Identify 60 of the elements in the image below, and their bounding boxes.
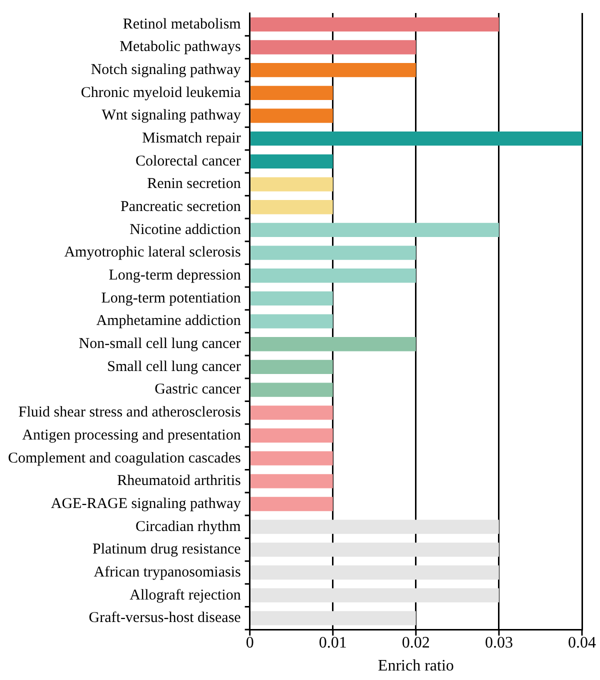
bar bbox=[250, 86, 333, 100]
y-tick-label: Rheumatoid arthritis bbox=[117, 473, 241, 490]
bar bbox=[250, 63, 416, 78]
y-tick-label: Notch signaling pathway bbox=[90, 62, 242, 78]
bar bbox=[250, 565, 499, 580]
bar bbox=[250, 40, 416, 54]
y-tick-label: Amyotrophic lateral sclerosis bbox=[64, 244, 241, 261]
y-tick-label: Renin secretion bbox=[147, 176, 242, 192]
bar bbox=[250, 291, 333, 306]
bar bbox=[250, 451, 333, 466]
bar bbox=[250, 132, 582, 146]
bar bbox=[250, 154, 333, 169]
y-tick-label: Pancreatic secretion bbox=[120, 199, 242, 216]
y-tick-label: Fluid shear stress and atherosclerosis bbox=[18, 404, 241, 421]
y-tick-label: Nicotine addiction bbox=[130, 222, 242, 238]
bar bbox=[250, 200, 333, 214]
y-tick-label: Non-small cell lung cancer bbox=[78, 336, 241, 352]
bar bbox=[250, 246, 416, 260]
x-tick-label: 0.02 bbox=[402, 634, 430, 652]
bar bbox=[250, 17, 499, 32]
bar bbox=[250, 428, 333, 443]
y-tick-label: Small cell lung cancer bbox=[107, 358, 241, 375]
y-tick-label: Amphetamine addiction bbox=[96, 313, 242, 330]
bar bbox=[250, 337, 416, 352]
y-tick-label: Retinol metabolism bbox=[122, 16, 242, 32]
y-tick-label: Long-term potentiation bbox=[101, 290, 242, 306]
bar bbox=[250, 496, 333, 512]
y-tick-label: Wnt signaling pathway bbox=[102, 108, 242, 124]
bar bbox=[250, 360, 333, 374]
bar bbox=[250, 108, 333, 123]
bar bbox=[250, 382, 333, 397]
y-tick-label: Metabolic pathways bbox=[120, 39, 241, 56]
bar bbox=[250, 177, 333, 192]
y-tick-label: Allograft rejection bbox=[130, 587, 242, 604]
x-tick-label: 0.04 bbox=[568, 634, 596, 652]
y-tick-label: Gastric cancer bbox=[154, 382, 241, 398]
bar bbox=[250, 611, 416, 626]
y-tick-label: Complement and coagulation cascades bbox=[8, 450, 241, 466]
bar bbox=[250, 314, 333, 328]
y-tick-label: Circadian rhythm bbox=[135, 518, 242, 535]
x-axis-title: Enrich ratio bbox=[378, 658, 454, 675]
y-tick-label: Chronic myeloid leukemia bbox=[80, 84, 242, 101]
y-tick-label: Colorectal cancer bbox=[135, 153, 241, 170]
bar bbox=[250, 474, 333, 488]
bar bbox=[250, 542, 499, 557]
y-tick-label: AGE-RAGE signaling pathway bbox=[50, 496, 242, 512]
y-tick-label: Mismatch repair bbox=[142, 130, 241, 147]
bar bbox=[250, 406, 333, 420]
bar bbox=[250, 588, 499, 602]
bar bbox=[250, 222, 499, 238]
x-tick-label: 0 bbox=[246, 634, 254, 652]
bar bbox=[250, 268, 416, 283]
y-tick-label: Platinum drug resistance bbox=[92, 542, 242, 558]
y-tick-label: African trypanosomiasis bbox=[94, 564, 241, 580]
y-tick-label: Graft-versus-host disease bbox=[88, 610, 242, 626]
y-tick-label: Long-term depression bbox=[108, 268, 242, 284]
bar bbox=[250, 520, 499, 534]
x-tick-label: 0.03 bbox=[484, 634, 513, 652]
x-tick-label: 0.01 bbox=[318, 634, 347, 652]
y-tick-label: Antigen processing and presentation bbox=[22, 427, 242, 444]
